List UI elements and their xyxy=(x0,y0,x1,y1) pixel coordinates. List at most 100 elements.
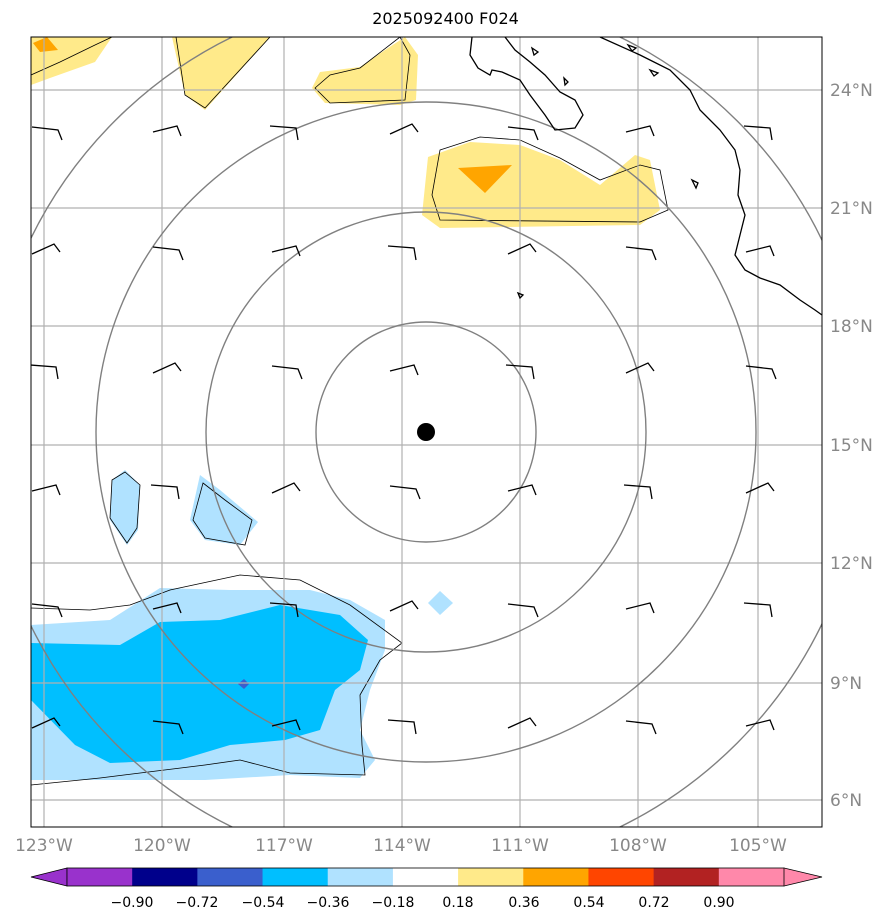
colorbar-segment xyxy=(392,868,459,886)
positive-core-nw xyxy=(33,37,58,52)
wind-barb xyxy=(507,717,537,729)
lon-tick-label: 108°W xyxy=(609,836,667,856)
negative-area-w2 xyxy=(190,475,258,545)
wind-barb xyxy=(389,364,419,376)
colorbar-tick-label: −0.18 xyxy=(372,895,415,911)
wind-barb xyxy=(152,362,182,374)
negative-area-w1 xyxy=(110,470,140,545)
wind-barb xyxy=(150,484,180,500)
positive-area-n2 xyxy=(312,37,418,105)
lat-tick-label: 15°N xyxy=(830,436,873,456)
wind-barb xyxy=(271,719,301,731)
contour-lines xyxy=(31,37,669,786)
wind-barb xyxy=(743,125,773,141)
negative-contours xyxy=(31,470,453,780)
colorbar-extend-low xyxy=(30,867,68,887)
positive-core-ne xyxy=(458,165,512,193)
wind-barb xyxy=(271,245,301,257)
map-panel xyxy=(31,37,822,827)
wind-barb xyxy=(31,717,61,729)
colorbar-tick-label: 0.18 xyxy=(442,895,473,911)
lat-labels: 24°N 21°N 18°N 15°N 12°N 9°N 6°N xyxy=(830,81,873,811)
wind-barb xyxy=(745,365,777,380)
wind-barb xyxy=(625,362,655,374)
wind-barb xyxy=(31,484,61,496)
lon-tick-label: 123°W xyxy=(15,836,73,856)
lat-tick-label: 6°N xyxy=(830,791,862,811)
colorbar-segment xyxy=(458,868,524,886)
lon-tick-label: 105°W xyxy=(729,836,787,856)
colorbar-segment xyxy=(523,868,589,886)
colorbar-segment xyxy=(327,868,394,886)
colorbar-tick-label: −0.36 xyxy=(307,895,350,911)
lat-tick-label: 9°N xyxy=(830,674,862,694)
colorbar-tick-label: −0.72 xyxy=(176,895,219,911)
lon-tick-label: 114°W xyxy=(373,836,431,856)
lon-tick-label: 117°W xyxy=(255,836,313,856)
graticule xyxy=(31,37,822,827)
colorbar-segment xyxy=(718,868,785,886)
map-title: 2025092400 F024 xyxy=(372,9,519,28)
storm-center-marker xyxy=(417,423,435,441)
wind-barb xyxy=(389,485,421,500)
wind-barb xyxy=(271,482,301,494)
positive-contours xyxy=(31,37,660,228)
colorbar-tick-label: −0.54 xyxy=(242,895,285,911)
wind-barb xyxy=(745,482,775,494)
positive-area-n1 xyxy=(172,37,270,110)
wind-barb xyxy=(152,720,184,735)
lat-tick-label: 21°N xyxy=(830,199,873,219)
wind-barb xyxy=(389,123,419,135)
lon-labels: 123°W 120°W 117°W 114°W 111°W 108°W 105°… xyxy=(15,836,787,856)
wind-barb xyxy=(269,125,299,141)
wind-barb xyxy=(507,484,537,496)
wind-barb xyxy=(389,600,419,612)
lon-tick-label: 120°W xyxy=(133,836,191,856)
wind-barb xyxy=(507,243,537,255)
coastline xyxy=(469,37,822,316)
positive-area-ne xyxy=(422,142,660,228)
colorbar-tick-label: −0.90 xyxy=(111,895,154,911)
wind-barb xyxy=(269,602,299,618)
wind-barb xyxy=(507,126,539,141)
colorbar-segment xyxy=(588,868,655,886)
wind-barb xyxy=(745,719,775,731)
wind-barb xyxy=(387,245,417,261)
wind-barb xyxy=(625,125,655,137)
colorbar-tick-label: 0.54 xyxy=(573,895,604,911)
wind-barb xyxy=(625,602,655,614)
wind-barb xyxy=(745,245,775,257)
colorbar-segment xyxy=(132,868,198,886)
colorbar-tick-label: 0.90 xyxy=(703,895,734,911)
wind-barb xyxy=(743,602,773,618)
colorbar-segment xyxy=(197,868,264,886)
range-rings xyxy=(31,37,822,827)
lat-tick-label: 12°N xyxy=(830,554,873,574)
colorbar-tick-label: 0.36 xyxy=(508,895,539,911)
wind-barb xyxy=(152,246,184,261)
lat-tick-label: 18°N xyxy=(830,317,873,337)
colorbar: −0.90 −0.72 −0.54 −0.36 −0.18 0.18 0.36 … xyxy=(30,867,823,911)
wind-barb xyxy=(387,719,417,735)
colorbar-segment xyxy=(262,868,329,886)
wind-barb xyxy=(31,126,63,141)
wind-barb xyxy=(505,364,535,380)
colorbar-extend-high xyxy=(783,867,823,887)
wind-barbs xyxy=(31,123,777,735)
colorbar-segment xyxy=(67,868,133,886)
lat-tick-label: 24°N xyxy=(830,81,873,101)
wind-barb xyxy=(31,364,59,380)
negative-area-small xyxy=(428,591,453,615)
wind-barb xyxy=(152,125,182,137)
wind-barb xyxy=(625,720,657,735)
wind-barb xyxy=(31,603,63,618)
colorbar-tick-label: 0.72 xyxy=(638,895,669,911)
wind-barb xyxy=(507,603,539,618)
map-frame xyxy=(30,36,823,828)
wind-barb xyxy=(31,243,61,255)
wind-barb xyxy=(625,246,657,261)
wind-barb xyxy=(271,365,303,380)
wind-barb xyxy=(152,602,182,614)
lon-tick-label: 111°W xyxy=(491,836,549,856)
